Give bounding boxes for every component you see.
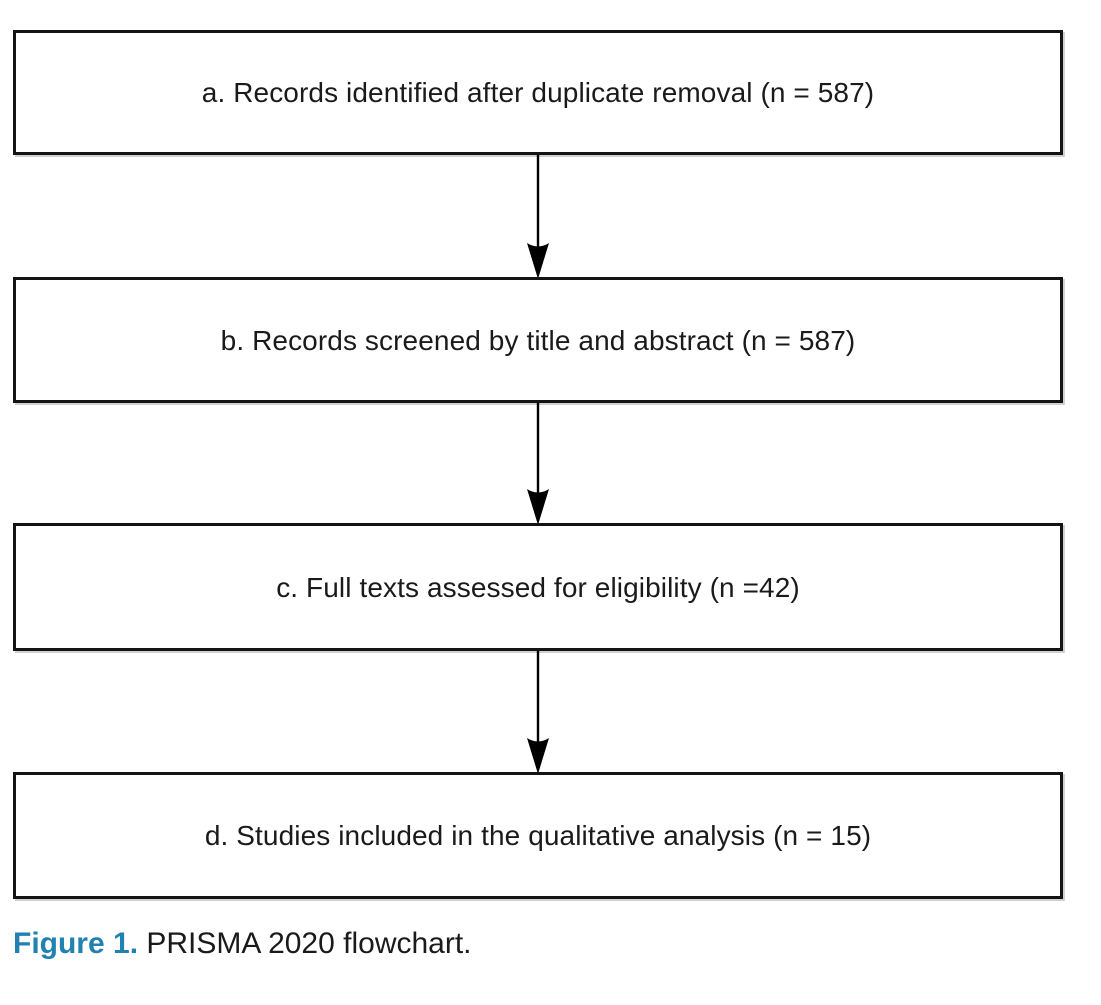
flow-box-label: c. Full texts assessed for eligibility (… — [276, 571, 800, 603]
figure-caption: Figure 1. PRISMA 2020 flowchart. — [13, 926, 472, 962]
down-arrow-icon — [527, 155, 549, 279]
flow-box-records-identified: a. Records identified after duplicate re… — [13, 30, 1063, 155]
flow-box-label: a. Records identified after duplicate re… — [201, 77, 875, 108]
down-arrow-icon — [527, 403, 549, 525]
figure-caption-number: Figure 1. — [13, 927, 139, 960]
figure-caption-text: PRISMA 2020 flowchart. — [138, 927, 472, 960]
flow-box-label: d. Studies included in the qualitative a… — [204, 820, 872, 851]
down-arrow-icon — [527, 651, 549, 774]
flow-box-records-screened: b. Records screened by title and abstrac… — [13, 277, 1063, 403]
flow-box-studies-included: d. Studies included in the qualitative a… — [13, 772, 1063, 899]
flow-box-fulltext-assessed: c. Full texts assessed for eligibility (… — [13, 523, 1063, 651]
flow-box-label: b. Records screened by title and abstrac… — [220, 324, 856, 356]
